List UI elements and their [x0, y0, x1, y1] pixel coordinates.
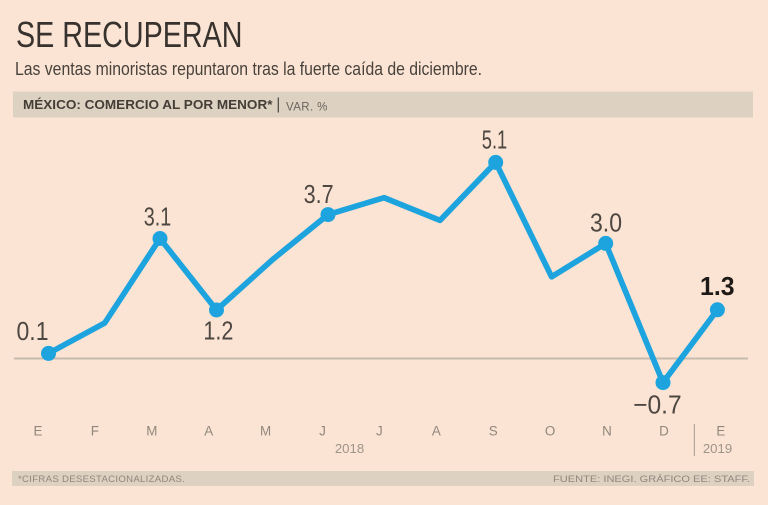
svg-text:5.1: 5.1	[482, 125, 508, 155]
svg-text:VAR. %: VAR. %	[286, 102, 328, 114]
svg-text:M: M	[260, 423, 271, 438]
svg-text:A: A	[204, 423, 213, 438]
svg-text:SE RECUPERAN: SE RECUPERAN	[16, 14, 243, 55]
svg-text:J: J	[319, 423, 326, 438]
svg-text:3.7: 3.7	[304, 179, 334, 209]
svg-text:A: A	[432, 423, 441, 438]
svg-text:FUENTE: INEGI. GRÁFICO EE: STA: FUENTE: INEGI. GRÁFICO EE: STAFF.	[553, 474, 750, 485]
svg-text:2019: 2019	[703, 441, 732, 456]
svg-text:M: M	[146, 423, 157, 438]
svg-text:Las ventas minoristas repuntar: Las ventas minoristas repuntaron tras la…	[15, 59, 482, 79]
svg-text:F: F	[91, 423, 99, 438]
svg-text:S: S	[489, 423, 498, 438]
svg-text:1.2: 1.2	[203, 315, 233, 345]
svg-text:2018: 2018	[335, 441, 364, 456]
svg-text:N: N	[602, 423, 612, 438]
svg-text:1.3: 1.3	[700, 271, 735, 301]
svg-text:*CIFRAS DESESTACIONALIZADAS.: *CIFRAS DESESTACIONALIZADAS.	[18, 474, 185, 485]
svg-text:E: E	[716, 423, 725, 438]
svg-text:−0.7: −0.7	[633, 389, 682, 419]
svg-text:0.1: 0.1	[17, 316, 49, 346]
svg-text:MÉXICO: COMERCIO AL POR MENOR*: MÉXICO: COMERCIO AL POR MENOR*	[23, 97, 273, 112]
svg-text:3.0: 3.0	[590, 208, 622, 238]
svg-text:E: E	[34, 423, 43, 438]
svg-text:J: J	[376, 423, 383, 438]
svg-text:D: D	[659, 423, 669, 438]
svg-text:3.1: 3.1	[144, 202, 172, 232]
svg-text:O: O	[545, 423, 555, 438]
